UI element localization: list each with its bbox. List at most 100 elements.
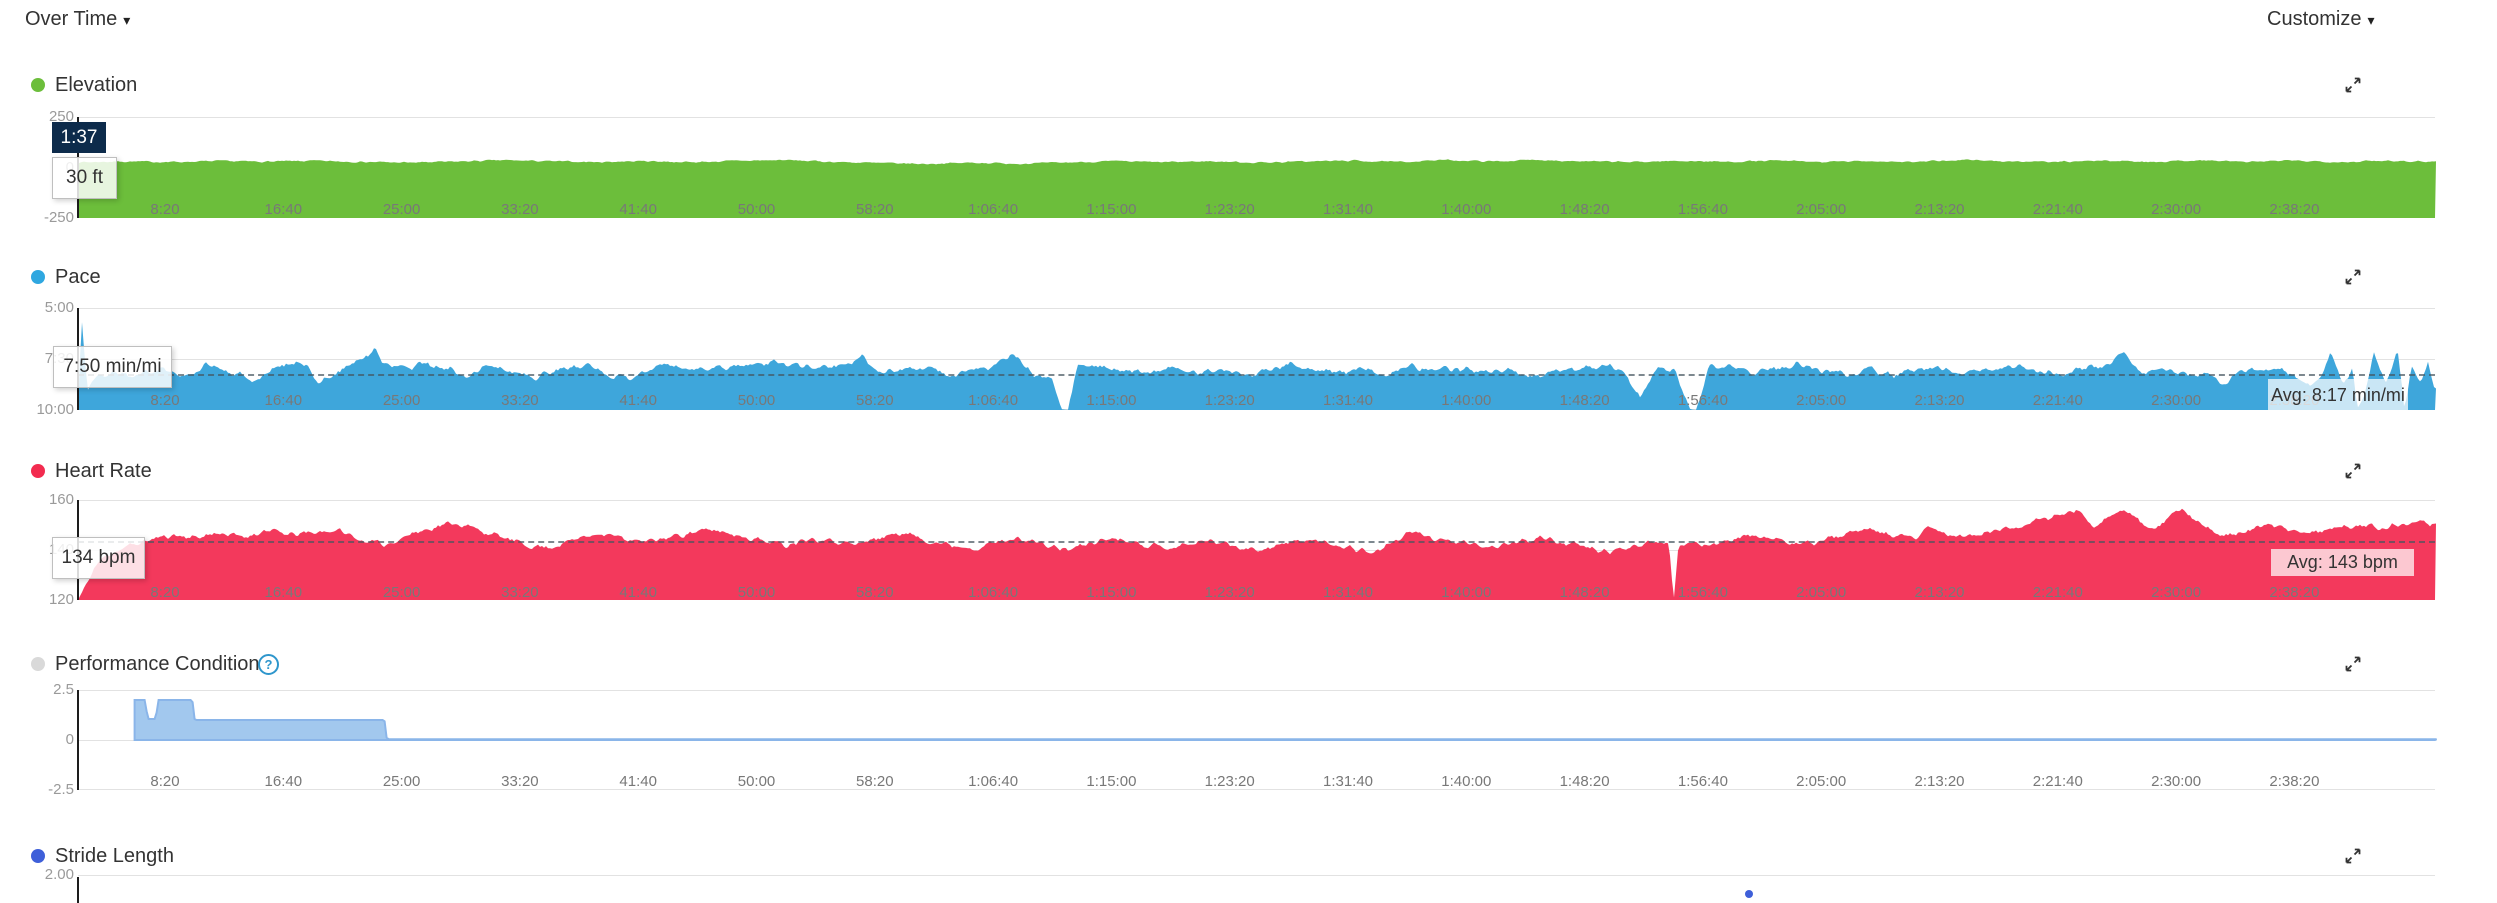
cursor-time-flag: 1:37 xyxy=(52,122,106,153)
x-tick-label: 2:13:20 xyxy=(1914,773,1965,790)
stride-length-plot[interactable] xyxy=(78,875,2435,903)
x-tick-label: 1:56:40 xyxy=(1677,201,1728,218)
pace-expand-button[interactable] xyxy=(2344,268,2362,286)
x-tick-label: 2:05:00 xyxy=(1796,584,1847,601)
x-tick-label: 8:20 xyxy=(150,773,180,790)
x-tick-label: 41:40 xyxy=(619,773,657,790)
heart-rate-legend-dot xyxy=(31,464,45,478)
performance-condition-svg xyxy=(78,690,2438,790)
view-mode-label: Over Time xyxy=(25,8,118,30)
help-icon[interactable]: ? xyxy=(258,654,279,675)
x-tick-label: 1:48:20 xyxy=(1559,201,1610,218)
x-tick-label: 8:20 xyxy=(150,392,180,409)
x-tick-label: 1:48:20 xyxy=(1559,584,1610,601)
heart-rate-tooltip: 134 bpm xyxy=(52,537,145,579)
elevation-plot[interactable] xyxy=(78,117,2436,218)
heart-rate-expand-button[interactable] xyxy=(2344,462,2362,480)
x-tick-label: 41:40 xyxy=(619,201,657,218)
y-tick-label: -250 xyxy=(43,209,74,226)
x-tick-label: 1:15:00 xyxy=(1086,201,1137,218)
performance-condition-expand-button[interactable] xyxy=(2344,655,2362,673)
elevation-x-axis: 8:20 16:40 25:00 33:20 41:40 50:00 58:20 1:06:4… xyxy=(78,202,2435,220)
x-tick-label: 25:00 xyxy=(382,201,421,218)
elevation-expand-button[interactable] xyxy=(2344,76,2362,94)
x-tick-label: 2:05:00 xyxy=(1796,392,1847,409)
x-tick-label: 2:21:40 xyxy=(2032,201,2083,218)
x-tick-label: 2:05:00 xyxy=(1796,773,1847,790)
pace-svg xyxy=(78,308,2436,410)
x-tick-label: 58:20 xyxy=(856,773,894,790)
x-tick-label: 1:06:40 xyxy=(968,201,1019,218)
x-tick-label: 1:31:40 xyxy=(1322,773,1374,790)
expand-icon xyxy=(2345,269,2361,285)
y-tick-label: 250 xyxy=(48,108,74,125)
heart-rate-area xyxy=(78,508,2436,600)
stride-length-expand-button[interactable] xyxy=(2344,847,2362,865)
x-tick-label: 1:23:20 xyxy=(1204,584,1255,601)
x-tick-label: 33:20 xyxy=(501,584,539,601)
x-tick-label: 2:38:20 xyxy=(2269,201,2320,218)
x-tick-label: 1:40:00 xyxy=(1441,773,1492,790)
x-tick-label: 2:13:20 xyxy=(1914,201,1965,218)
x-tick-label: 1:56:40 xyxy=(1677,584,1728,601)
pace-average-line xyxy=(78,374,2435,376)
x-tick-label: 1:15:00 xyxy=(1086,773,1137,790)
y-tick-label: -2.5 xyxy=(48,781,74,798)
y-tick-label: 5:00 xyxy=(44,299,74,316)
x-tick-label: 33:20 xyxy=(501,773,539,790)
x-tick-label: 1:23:20 xyxy=(1204,773,1255,790)
elevation-area xyxy=(78,159,2436,218)
x-tick-label: 16:40 xyxy=(264,773,303,790)
heart-rate-plot[interactable] xyxy=(78,500,2436,600)
x-tick-label: 1:40:00 xyxy=(1441,392,1492,409)
x-tick-label: 2:13:20 xyxy=(1914,392,1965,409)
x-tick-label: 25:00 xyxy=(382,773,421,790)
stride-length-chart-title: Stride Length xyxy=(55,845,174,867)
x-tick-label: 1:06:40 xyxy=(968,392,1019,409)
x-tick-label: 25:00 xyxy=(382,584,421,601)
x-tick-label: 50:00 xyxy=(737,584,776,601)
x-tick-label: 41:40 xyxy=(619,584,657,601)
pace-plot[interactable] xyxy=(78,308,2436,410)
y-tick-label: 120 xyxy=(48,591,74,608)
x-tick-label: 2:05:00 xyxy=(1796,201,1847,218)
x-tick-label: 2:30:00 xyxy=(2151,584,2202,601)
x-tick-label: 1:31:40 xyxy=(1322,201,1374,218)
x-tick-label: 8:20 xyxy=(150,584,180,601)
x-tick-label: 33:20 xyxy=(501,392,539,409)
y-tick-label: 160 xyxy=(48,491,74,508)
pace-legend-dot xyxy=(31,270,45,284)
heart-rate-average-label: Avg: 143 bpm xyxy=(2271,549,2414,576)
expand-icon xyxy=(2345,848,2361,864)
x-tick-label: 1:56:40 xyxy=(1677,392,1728,409)
expand-icon xyxy=(2345,463,2361,479)
x-tick-label: 1:48:20 xyxy=(1559,392,1610,409)
x-tick-label: 2:21:40 xyxy=(2032,773,2083,790)
x-tick-label: 41:40 xyxy=(619,392,657,409)
x-tick-label: 58:20 xyxy=(856,584,894,601)
performance-condition-x-axis: 8:20 16:40 25:00 33:20 41:40 50:00 58:20 1:06:4… xyxy=(78,774,2435,792)
x-tick-label: 2:13:20 xyxy=(1914,584,1965,601)
x-tick-label: 1:15:00 xyxy=(1086,584,1137,601)
x-tick-label: 8:20 xyxy=(150,201,180,218)
heart-rate-svg xyxy=(78,500,2436,600)
performance-condition-legend-dot xyxy=(31,657,45,671)
x-tick-label: 50:00 xyxy=(737,201,776,218)
x-tick-label: 1:06:40 xyxy=(968,773,1019,790)
pace-average-label: Avg: 8:17 min/mi xyxy=(2268,379,2408,412)
x-tick-label: 1:23:20 xyxy=(1204,392,1255,409)
x-tick-label: 1:40:00 xyxy=(1441,201,1492,218)
performance-condition-plot[interactable] xyxy=(78,690,2438,790)
x-tick-label: 2:38:20 xyxy=(2269,773,2320,790)
x-tick-label: 1:15:00 xyxy=(1086,392,1137,409)
heart-rate-chart-title: Heart Rate xyxy=(55,460,152,482)
expand-icon xyxy=(2345,77,2361,93)
view-mode-dropdown[interactable]: Over Time ▾ xyxy=(25,8,130,31)
x-tick-label: 2:30:00 xyxy=(2151,201,2202,218)
customize-dropdown[interactable]: Customize ▾ xyxy=(2267,8,2375,31)
y-tick-label: 10:00 xyxy=(36,401,74,418)
x-tick-label: 16:40 xyxy=(264,201,303,218)
x-tick-label: 1:31:40 xyxy=(1322,392,1374,409)
x-tick-label: 1:31:40 xyxy=(1322,584,1374,601)
x-tick-label: 16:40 xyxy=(264,392,303,409)
